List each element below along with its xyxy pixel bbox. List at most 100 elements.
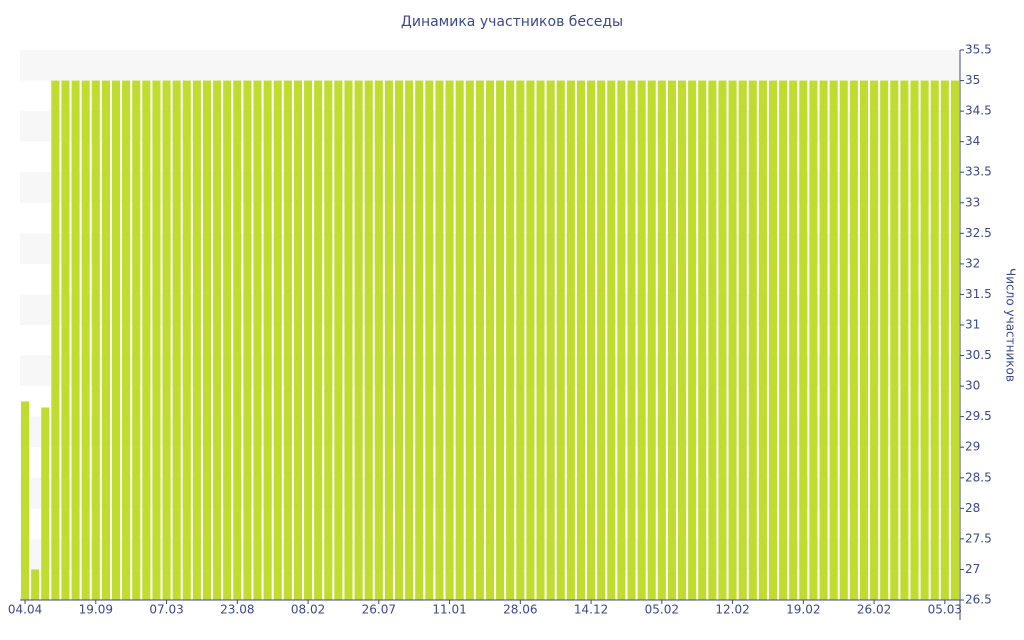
bar <box>475 80 484 601</box>
bar <box>304 80 313 601</box>
bar <box>51 80 60 601</box>
bar <box>223 80 232 601</box>
x-tick-label: 08.02 <box>291 603 325 617</box>
bar <box>162 80 171 601</box>
bar <box>637 80 646 601</box>
bar <box>202 80 212 601</box>
y-tick-label: 30 <box>965 379 980 393</box>
bar <box>384 80 393 601</box>
bar <box>526 80 535 601</box>
y-tick-label: 35 <box>965 73 980 87</box>
bar <box>132 80 141 601</box>
bar <box>122 80 131 601</box>
y-tick-label: 32.5 <box>965 226 992 240</box>
y-tick-label: 27 <box>965 562 980 576</box>
bar <box>698 80 707 601</box>
bar <box>839 80 848 601</box>
bar <box>233 80 242 601</box>
y-tick-label: 29 <box>965 440 980 454</box>
bar <box>41 407 50 600</box>
y-tick-label: 32 <box>965 256 980 270</box>
bar <box>627 80 636 601</box>
bar <box>576 80 586 601</box>
x-tick-label: 07.03 <box>149 603 183 617</box>
y-tick-label: 31.5 <box>965 287 992 301</box>
bar <box>445 80 454 601</box>
bar <box>688 80 697 601</box>
bar <box>789 80 798 601</box>
bar <box>354 80 363 601</box>
bar <box>536 80 545 601</box>
bar <box>799 80 808 601</box>
bar <box>880 80 889 601</box>
y-tick-label: 35.5 <box>965 43 992 57</box>
bar <box>101 80 110 601</box>
bar <box>647 80 656 601</box>
bar <box>334 80 343 601</box>
bar <box>910 80 919 601</box>
bar <box>617 80 626 601</box>
bar <box>435 80 444 601</box>
bar <box>859 80 869 601</box>
bar <box>849 80 858 601</box>
y-tick-label: 29.5 <box>965 409 992 423</box>
y-tick-label: 34.5 <box>965 104 992 118</box>
x-tick-label: 26.07 <box>362 603 396 617</box>
bar <box>324 80 333 601</box>
bar <box>566 80 575 601</box>
bar <box>930 80 939 601</box>
bar <box>870 80 879 601</box>
bar <box>81 80 90 601</box>
x-tick-label: 23.08 <box>220 603 254 617</box>
bar <box>506 80 515 601</box>
bar <box>394 80 404 601</box>
grid-band <box>20 50 960 81</box>
bar <box>293 80 302 601</box>
chart-title: Динамика участников беседы <box>401 14 623 30</box>
bar <box>91 80 100 601</box>
y-tick-label: 28.5 <box>965 470 992 484</box>
y-tick-label: 26.5 <box>965 593 992 607</box>
bar <box>819 80 828 601</box>
bar <box>21 401 30 600</box>
bar <box>546 80 555 601</box>
bar <box>900 80 909 601</box>
x-tick-label: 05.03 <box>928 603 962 617</box>
bar <box>748 80 757 601</box>
bar <box>768 80 778 601</box>
bar <box>779 80 788 601</box>
x-tick-label: 04.04 <box>8 603 42 617</box>
bar <box>485 80 495 601</box>
bar <box>111 80 121 601</box>
bar <box>920 80 929 601</box>
bar <box>667 80 676 601</box>
x-tick-label: 19.09 <box>79 603 113 617</box>
x-tick-label: 05.02 <box>645 603 679 617</box>
x-tick-label: 28.06 <box>503 603 537 617</box>
y-tick-label: 28 <box>965 501 980 515</box>
y-axis-title: Число участников <box>1004 268 1018 382</box>
bar <box>31 569 40 600</box>
bar <box>455 80 464 601</box>
bar <box>607 80 616 601</box>
bar <box>738 80 747 601</box>
x-tick-label: 26.02 <box>857 603 891 617</box>
bar <box>61 80 70 601</box>
bar <box>253 80 262 601</box>
y-tick-label: 31 <box>965 318 980 332</box>
bar <box>657 80 666 601</box>
bar <box>142 80 151 601</box>
bar <box>465 80 474 601</box>
bar <box>213 80 222 601</box>
y-tick-label: 34 <box>965 134 980 148</box>
bar <box>273 80 282 601</box>
bar <box>708 80 717 601</box>
y-tick-label: 33.5 <box>965 165 992 179</box>
bar <box>172 80 181 601</box>
bar <box>728 80 737 601</box>
y-tick-label: 27.5 <box>965 531 992 545</box>
bar <box>940 80 949 601</box>
bar <box>425 80 434 601</box>
bar <box>415 80 424 601</box>
